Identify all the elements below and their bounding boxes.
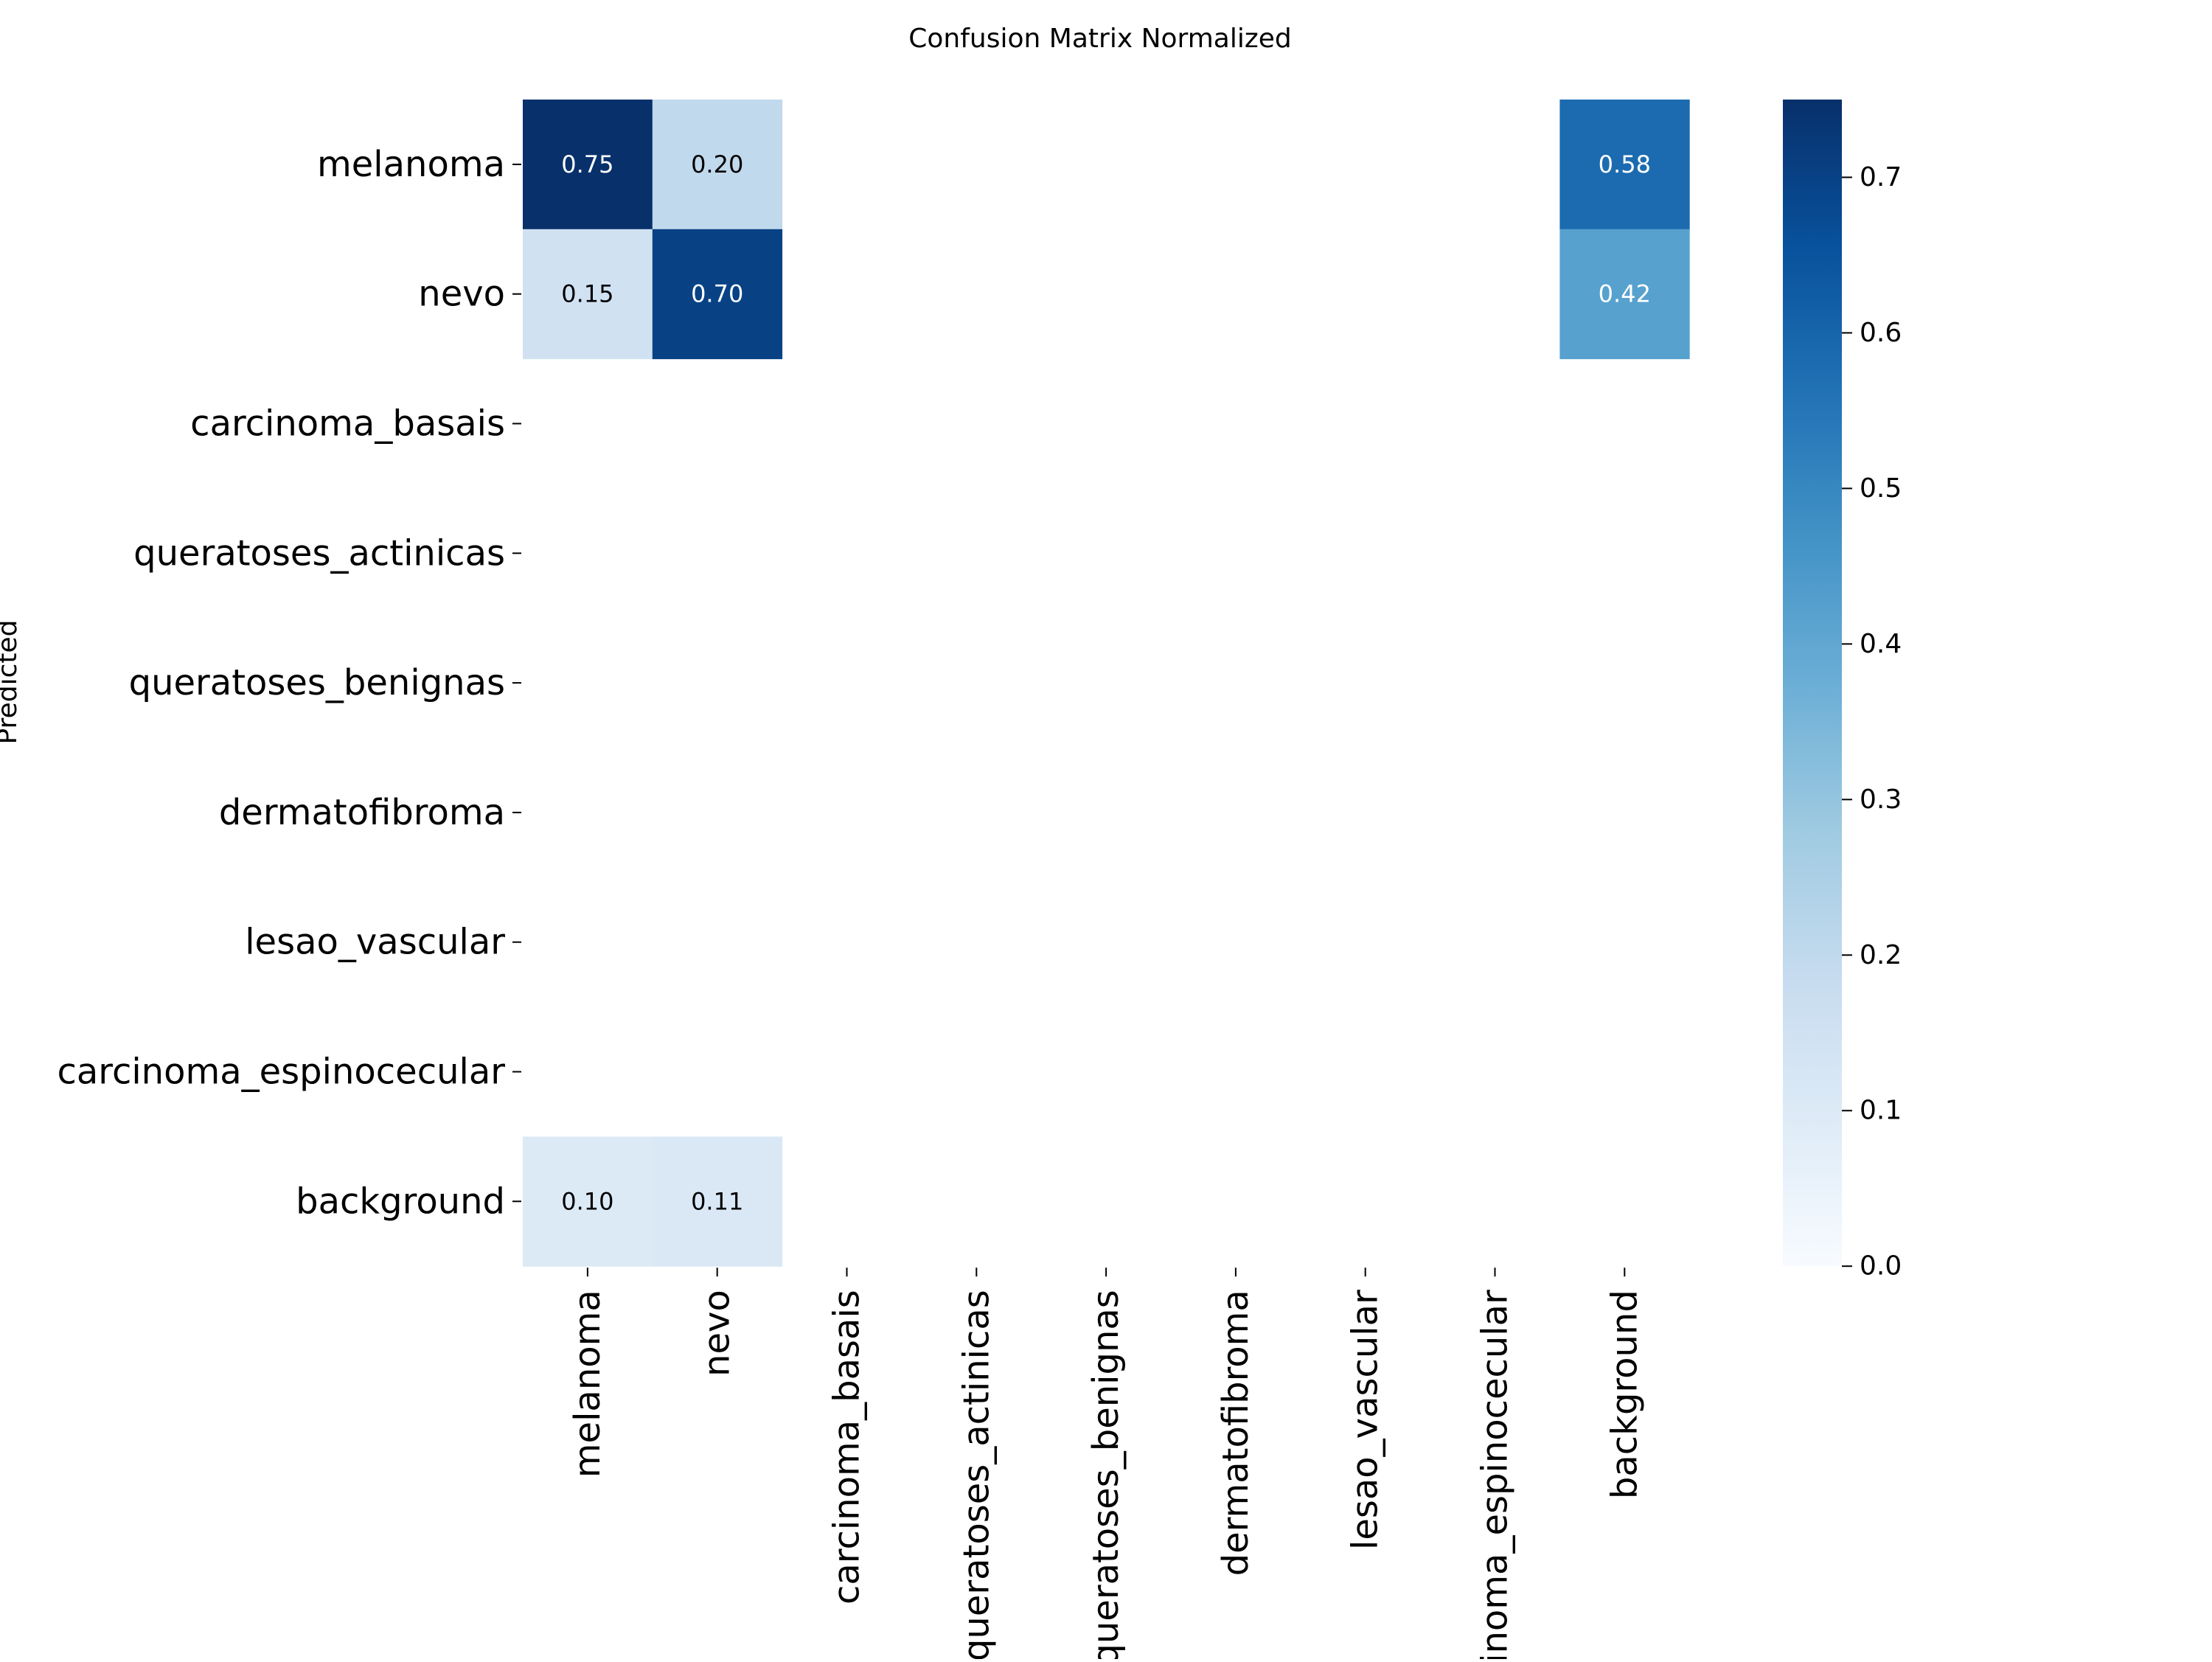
y-tick-label-1: nevo [418,274,505,315]
heatmap-cell-label-8-1: 0.11 [691,1187,743,1215]
chart-title: Confusion Matrix Normalized [908,24,1291,54]
y-tick-label-8: background [296,1181,505,1222]
x-tick-label-6: lesao_vascular [1345,1290,1386,1550]
heatmap-cell-label-8-0: 0.10 [561,1187,613,1215]
heatmap-cell-label-0-1: 0.20 [691,150,743,178]
y-tick-label-3: queratoses_actinicas [133,532,505,574]
heatmap-cell-0-0 [523,100,653,230]
colorbar-gradient-bar [1783,100,1842,1267]
heatmap-cell-1-1 [652,229,783,360]
x-tick-label-5: dermatofibroma [1215,1290,1256,1576]
y-tick-label-0: melanoma [317,144,505,185]
x-tick-label-7: carcinoma_espinocecular [1475,1290,1516,1659]
heatmap-cell-labels: 0.75 0.20 0.58 0.15 0.70 0.42 0.10 0.11 [561,150,1651,1215]
heatmap-cell-label-1-1: 0.70 [691,280,743,308]
heatmap-cell-8-1 [652,1136,783,1267]
colorbar: 0.0 0.1 0.2 0.3 0.4 0.5 0.6 0.7 [1783,100,1902,1282]
y-tick-label-6: lesao_vascular [245,922,505,963]
heatmap-cell-0-8 [1559,100,1690,230]
heatmap-cell-label-0-0: 0.75 [561,150,613,178]
y-tick-label-2: carcinoma_basais [190,403,505,445]
x-tick-label-3: queratoses_actinicas [956,1290,997,1659]
x-tick-label-2: carcinoma_basais [827,1290,868,1604]
colorbar-tick-label-0: 0.0 [1860,1251,1902,1282]
colorbar-tick-label-2: 0.2 [1860,940,1902,970]
colorbar-tick-label-3: 0.3 [1860,785,1902,815]
y-tick-label-4: queratoses_benignas [129,662,505,703]
x-axis: melanoma nevo carcinoma_basais queratoses_a… [567,1268,1645,1662]
y-tick-label-5: dermatofibroma [219,792,505,833]
x-tick-label-8: background [1604,1290,1645,1499]
heatmap-cell-0-1 [652,100,783,230]
heatmap-cell-label-1-0: 0.15 [561,280,613,308]
heatmap-cell-1-8 [1559,229,1690,360]
heatmap-cell-1-0 [523,229,653,360]
y-axis: melanoma nevo carcinoma_basais queratoses_a… [57,144,521,1222]
y-tick-label-7: carcinoma_espinocecular [57,1051,505,1093]
heatmap-cell-8-0 [523,1136,653,1267]
x-tick-label-0: melanoma [567,1290,608,1478]
heatmap-cells [523,100,1690,1267]
heatmap-cell-label-1-8: 0.42 [1599,280,1651,308]
heatmap-cell-label-0-8: 0.58 [1599,150,1651,178]
x-tick-label-1: nevo [697,1290,738,1377]
x-tick-label-4: queratoses_benignas [1085,1290,1127,1659]
colorbar-tick-label-5: 0.5 [1860,473,1902,504]
colorbar-tick-label-4: 0.4 [1860,629,1902,659]
colorbar-tick-label-6: 0.6 [1860,318,1902,348]
y-axis-label: Predicted [0,620,23,745]
colorbar-tick-label-1: 0.1 [1860,1096,1902,1126]
colorbar-tick-label-7: 0.7 [1860,162,1902,192]
